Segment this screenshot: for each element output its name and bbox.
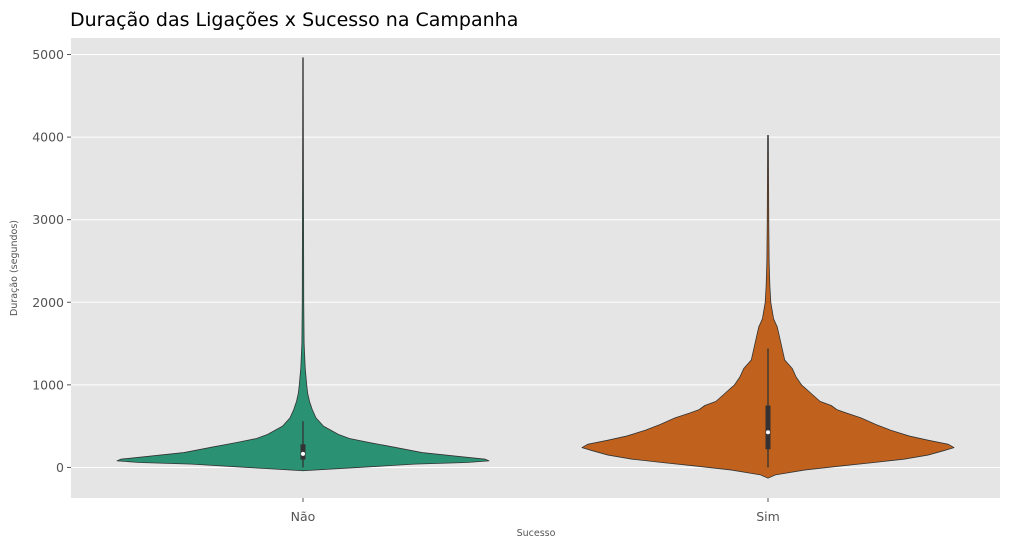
median-marker — [766, 430, 770, 435]
iqr-box — [765, 405, 771, 450]
chart-title: Duração das Ligações x Sucesso na Campan… — [70, 9, 518, 31]
y-axis-label: Duração (segundos) — [9, 220, 20, 316]
plot-area: 0 1000 2000 3000 4000 5000 Não Sim — [32, 38, 1000, 524]
violin-body-sim — [581, 135, 955, 479]
x-tick-label: Não — [291, 509, 316, 524]
median-marker — [301, 451, 305, 456]
y-tick-label: 3000 — [32, 212, 64, 227]
x-axis-label: Sucesso — [517, 528, 556, 539]
y-tick-label: 1000 — [32, 377, 64, 392]
y-tick-label: 4000 — [32, 130, 64, 145]
y-tick-label: 2000 — [32, 295, 64, 310]
y-tick-label: 5000 — [32, 47, 64, 62]
y-tick-label: 0 — [56, 460, 64, 475]
violin-body-nao — [116, 57, 490, 472]
x-tick-label: Sim — [756, 509, 780, 524]
